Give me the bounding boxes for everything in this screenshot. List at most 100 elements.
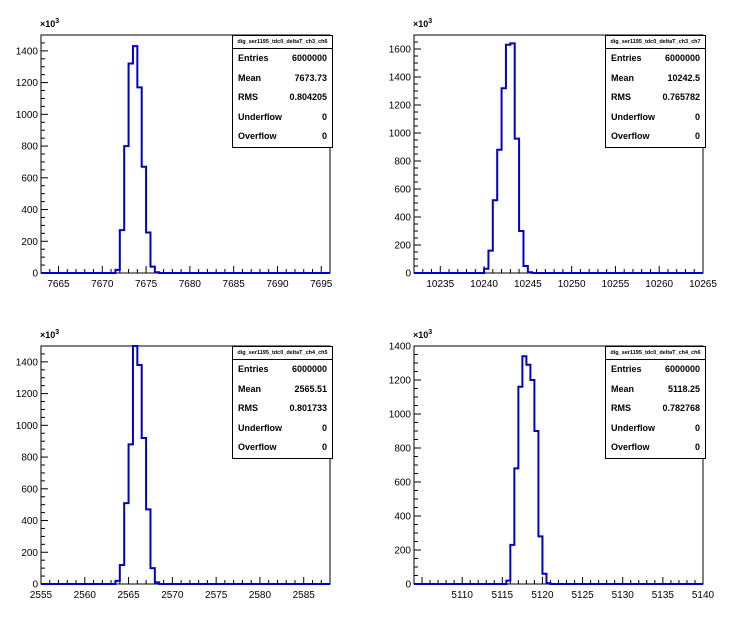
x-tick-label: 7670 xyxy=(91,279,114,290)
stats-value: 10242.5 xyxy=(667,72,700,83)
histogram-bin xyxy=(150,568,154,584)
histogram-title: dig_ser1195_tdc0_deltaT_ch4_ch6 xyxy=(606,347,705,360)
stats-label: Overflow xyxy=(611,131,650,141)
stats-row: Overflow 0 xyxy=(606,127,705,147)
histogram-bin xyxy=(146,509,150,584)
histogram-bin xyxy=(506,45,510,273)
y-tick-label: 200 xyxy=(394,241,411,252)
stats-row: RMS 0.804205 xyxy=(233,88,332,108)
x-tick-label: 5125 xyxy=(571,590,594,601)
y-tick-label: 400 xyxy=(21,205,38,216)
stats-row: RMS 0.765782 xyxy=(606,88,705,108)
stats-label: RMS xyxy=(238,403,258,413)
histogram-bin xyxy=(519,231,523,273)
stats-label: RMS xyxy=(611,403,631,413)
stats-row: Underflow 0 xyxy=(606,419,705,439)
stats-value: 0 xyxy=(694,422,700,433)
stats-value: 0.782768 xyxy=(662,403,700,413)
y-tick-label: 0 xyxy=(405,269,411,280)
histogram-bin xyxy=(523,266,527,273)
x-tick-label: 2565 xyxy=(117,590,140,601)
stats-value: 0.804205 xyxy=(289,92,327,102)
x-tick-label: 5135 xyxy=(652,590,675,601)
histogram-pad-3: 2555 2560 2565 2570 2575 2580 2585 0 200 400 600 80… xyxy=(0,311,373,622)
stats-box: dig_ser1195_tdc0_deltaT_ch4_ch6 Entries 60… xyxy=(605,346,706,459)
histogram-bin xyxy=(484,269,488,273)
histogram-bin xyxy=(546,583,550,584)
y-tick-label: 1200 xyxy=(389,376,412,387)
stats-row: Mean 2565.51 xyxy=(233,380,332,400)
stats-box: dig_ser1195_tdc0_deltaT_ch3_ch7 Entries 60… xyxy=(605,35,706,148)
x-tick-label: 7695 xyxy=(310,279,333,290)
histogram-bin xyxy=(155,272,159,273)
histogram-series xyxy=(414,42,703,274)
y-tick-label: 800 xyxy=(21,453,38,464)
histogram-svg: 10235 10240 10245 10250 10255 10260 10265 0 200 4… xyxy=(389,34,717,290)
x-tick-label: 5140 xyxy=(692,590,715,601)
histogram-bin xyxy=(530,380,534,584)
histogram-bin xyxy=(502,88,506,273)
stats-value: 0 xyxy=(321,111,327,122)
histogram-bin xyxy=(506,581,510,584)
y-axis-multiplier: ×103 xyxy=(40,329,60,340)
stats-label: Mean xyxy=(238,72,262,83)
histogram-series xyxy=(414,355,703,585)
stats-row: Mean 10242.5 xyxy=(606,69,705,89)
histogram-svg: 2555 2560 2565 2570 2575 2580 2585 0 200 400 600 80… xyxy=(16,345,331,601)
stats-label: Entries xyxy=(238,53,269,63)
stats-value: 6000000 xyxy=(664,53,700,63)
histogram-bin xyxy=(115,581,119,584)
stats-label: RMS xyxy=(611,92,631,102)
y-tick-label: 1000 xyxy=(16,421,39,432)
stats-row: Entries 6000000 xyxy=(606,49,705,69)
histogram-bin xyxy=(129,64,133,273)
stats-label: Underflow xyxy=(611,111,655,122)
stats-value: 0 xyxy=(694,111,700,122)
y-tick-label: 400 xyxy=(394,213,411,224)
y-tick-label: 800 xyxy=(394,157,411,168)
x-tick-label: 5110 xyxy=(451,590,473,601)
histogram-bin xyxy=(526,365,530,584)
histogram-bin xyxy=(137,365,141,584)
x-tick-label: 10260 xyxy=(645,279,673,290)
y-tick-label: 1400 xyxy=(389,342,412,353)
y-tick-label: 200 xyxy=(394,546,411,557)
stats-row: Entries 6000000 xyxy=(233,49,332,69)
stats-row: Entries 6000000 xyxy=(233,360,332,380)
histogram-bin xyxy=(497,150,501,273)
y-tick-label: 600 xyxy=(394,478,411,489)
stats-label: Underflow xyxy=(238,111,282,122)
histogram-bin xyxy=(115,270,119,273)
stats-box: dig_ser1195_tdc0_deltaT_ch3_ch6 Entries 60… xyxy=(232,35,333,148)
x-tick-label: 2560 xyxy=(74,590,97,601)
stats-label: Mean xyxy=(611,383,635,394)
y-tick-label: 1400 xyxy=(16,357,39,368)
histogram-bin xyxy=(493,200,497,273)
stats-value: 0 xyxy=(321,131,327,141)
histogram-bin xyxy=(120,565,124,584)
x-tick-label: 7685 xyxy=(223,279,246,290)
histogram-title: dig_ser1195_tdc0_deltaT_ch3_ch6 xyxy=(233,36,332,49)
y-tick-label: 800 xyxy=(394,444,411,455)
y-tick-label: 1200 xyxy=(16,389,39,400)
stats-value: 6000000 xyxy=(664,364,700,374)
x-tick-label: 10240 xyxy=(470,279,498,290)
x-tick-label: 10255 xyxy=(602,279,630,290)
y-tick-label: 600 xyxy=(394,185,411,196)
histogram-pad-4: 5110 5115 5120 5125 5130 5135 5140 0 200 400 600 80… xyxy=(373,311,746,622)
histogram-bin xyxy=(150,267,154,273)
histogram-bin xyxy=(510,43,514,273)
histogram-bin xyxy=(155,582,159,584)
x-tick-label: 7690 xyxy=(266,279,289,290)
y-tick-label: 0 xyxy=(32,580,38,591)
histogram-title: dig_ser1195_tdc0_deltaT_ch4_ch5 xyxy=(233,347,332,360)
x-tick-label: 10235 xyxy=(426,279,454,290)
stats-label: Underflow xyxy=(238,422,282,433)
y-tick-label: 600 xyxy=(21,484,38,495)
y-tick-label: 1000 xyxy=(16,110,39,121)
y-tick-label: 1600 xyxy=(389,45,412,56)
stats-row: RMS 0.782768 xyxy=(606,399,705,419)
histogram-bin xyxy=(146,233,150,273)
y-tick-label: 1400 xyxy=(16,46,39,57)
histogram-bin xyxy=(133,46,137,273)
